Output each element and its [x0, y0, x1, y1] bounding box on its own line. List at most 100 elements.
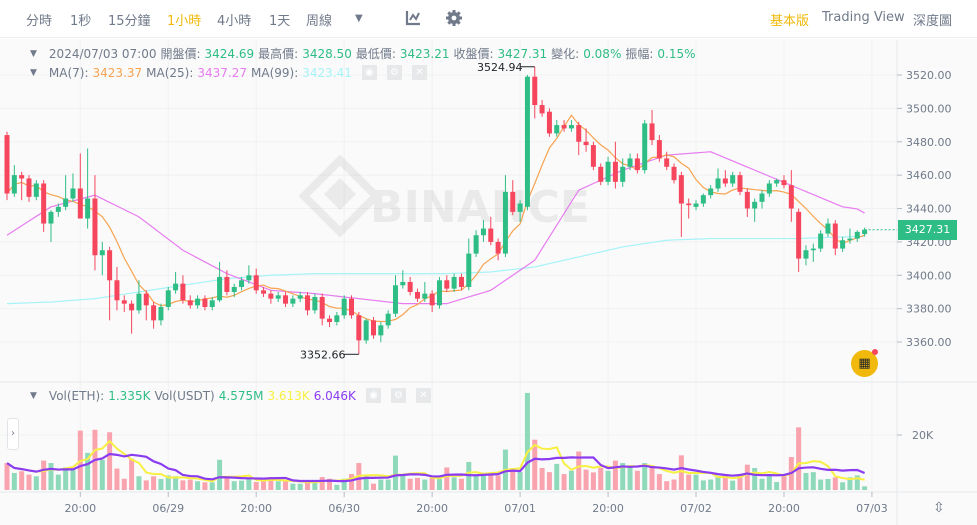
- candle-body: [224, 276, 230, 292]
- candle: [590, 141, 596, 171]
- collapse-caret-icon[interactable]: ▼: [30, 390, 37, 401]
- eye-icon[interactable]: ◉: [361, 65, 377, 80]
- candle: [473, 230, 479, 257]
- candle: [766, 180, 772, 197]
- candle: [246, 265, 252, 284]
- chart-area[interactable]: [0, 39, 977, 525]
- view-basic[interactable]: 基本版: [770, 14, 810, 29]
- ma99-value: 3423.41: [302, 65, 352, 80]
- candle-body: [26, 178, 32, 197]
- gear-icon[interactable]: [445, 9, 463, 27]
- view-depth[interactable]: 深度圖: [913, 14, 953, 29]
- volume-bar: [429, 477, 435, 490]
- interval-tab-4h[interactable]: 4小時: [217, 14, 252, 29]
- candle-body: [33, 183, 39, 197]
- floating-order-button[interactable]: ▦: [851, 350, 878, 377]
- interval-tab-15m[interactable]: 15分鐘: [108, 14, 151, 29]
- candle: [392, 275, 398, 318]
- chart-indicator-icon[interactable]: [405, 9, 422, 26]
- close-icon[interactable]: ✕: [411, 65, 427, 80]
- ma99-line: [6, 235, 865, 305]
- candle: [825, 218, 831, 237]
- candle: [832, 220, 838, 256]
- candle: [517, 200, 523, 222]
- candle: [737, 171, 743, 196]
- candle-body: [180, 283, 186, 301]
- volume-bar: [642, 463, 648, 490]
- candle-body: [502, 191, 508, 254]
- close-icon[interactable]: ✕: [415, 388, 431, 403]
- low-value: 3423.21: [399, 46, 450, 61]
- time-tick-label: 20:00: [64, 502, 96, 515]
- volume-bar: [195, 481, 201, 490]
- vol-eth-label: Vol(ETH):: [48, 388, 105, 403]
- binance-diamond-icon: [324, 178, 356, 210]
- expand-panel-chevron-right-icon[interactable]: ›: [7, 418, 19, 450]
- interval-tab-1w[interactable]: 周線: [306, 14, 333, 29]
- collapse-caret-icon[interactable]: ▼: [30, 48, 37, 59]
- candle: [752, 198, 758, 222]
- volume-bar: [180, 480, 186, 490]
- candle: [158, 303, 164, 326]
- volume-bar: [11, 472, 17, 490]
- collapse-caret-icon[interactable]: ▼: [30, 67, 37, 78]
- volume-bar: [840, 482, 846, 490]
- volume-bar: [803, 472, 809, 490]
- candle: [414, 288, 420, 302]
- candle: [165, 286, 171, 311]
- candle-body: [818, 233, 824, 249]
- candle: [495, 238, 501, 261]
- volume-bar: [730, 480, 736, 490]
- candle-body: [656, 140, 662, 159]
- volume-bar: [715, 476, 721, 490]
- candle-body: [730, 175, 736, 184]
- candle-body: [847, 238, 853, 241]
- candle: [620, 158, 626, 187]
- candle: [524, 75, 530, 211]
- candle-body: [788, 185, 794, 209]
- candle-body: [239, 280, 245, 287]
- volume-bar: [85, 452, 91, 490]
- open-value: 3424.69: [204, 46, 255, 61]
- candle-body: [63, 198, 69, 207]
- more-intervals-caret-down-icon[interactable]: ▼: [355, 13, 363, 24]
- interval-tab-1s[interactable]: 1秒: [70, 14, 92, 29]
- settings-icon[interactable]: ⚙: [390, 388, 406, 403]
- candle: [341, 295, 347, 319]
- candle: [312, 293, 318, 314]
- candle-body: [810, 248, 816, 251]
- volume-bar: [268, 477, 274, 490]
- volume-bar: [818, 479, 824, 490]
- candle: [818, 230, 824, 252]
- candle: [202, 295, 208, 311]
- candle: [224, 270, 230, 296]
- interval-tab-time[interactable]: 分時: [26, 14, 53, 29]
- volume-bar: [517, 472, 523, 490]
- volume-bar: [239, 480, 245, 490]
- volume-bar: [546, 472, 552, 490]
- interval-tab-1d[interactable]: 1天: [269, 14, 291, 29]
- view-tradingview[interactable]: Trading View: [822, 10, 905, 25]
- candle: [143, 290, 149, 321]
- vol-eth-value: 1.335K: [108, 388, 151, 403]
- max-price-marker: 3524.94: [477, 61, 523, 74]
- candle-body: [195, 298, 201, 306]
- candle: [48, 210, 54, 242]
- candle-body: [19, 175, 25, 179]
- volume-bar: [524, 392, 530, 490]
- volume-bar: [576, 451, 582, 490]
- candle: [385, 310, 391, 329]
- volume-bar: [143, 480, 149, 490]
- interval-tab-1h[interactable]: 1小時: [167, 14, 202, 29]
- ma7-value: 3423.37: [92, 65, 143, 80]
- eye-icon[interactable]: ◉: [365, 388, 381, 403]
- fit-scale-icon[interactable]: ⇳: [933, 500, 945, 516]
- candle-body: [371, 320, 376, 336]
- candle: [217, 261, 223, 302]
- settings-icon[interactable]: ⚙: [386, 65, 402, 80]
- candle: [4, 131, 10, 201]
- candle: [195, 295, 201, 309]
- volume-bar: [451, 477, 457, 490]
- candle: [774, 178, 780, 187]
